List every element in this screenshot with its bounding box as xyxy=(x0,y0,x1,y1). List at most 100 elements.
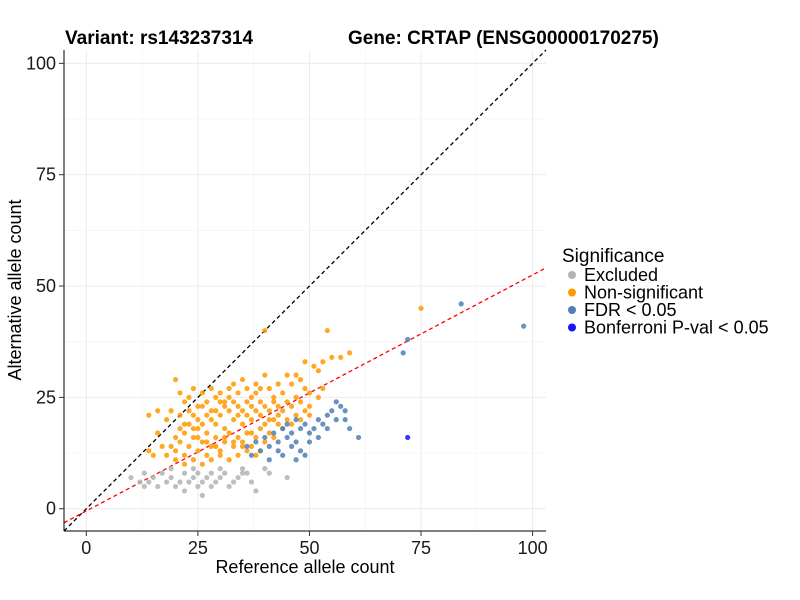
point-non-significant xyxy=(275,403,281,409)
point-fdr-0-05 xyxy=(315,417,321,423)
point-excluded xyxy=(155,483,161,490)
point-non-significant xyxy=(217,412,223,418)
point-non-significant xyxy=(172,448,179,454)
point-fdr-0-05 xyxy=(302,452,308,458)
point-non-significant xyxy=(311,363,317,369)
point-non-significant xyxy=(248,403,255,409)
point-non-significant xyxy=(271,434,277,441)
point-excluded xyxy=(284,474,290,481)
point-non-significant xyxy=(289,421,295,427)
point-excluded xyxy=(164,479,170,485)
point-non-significant xyxy=(253,381,259,387)
point-excluded xyxy=(262,466,268,472)
point-non-significant xyxy=(289,381,295,387)
point-non-significant xyxy=(230,439,237,445)
point-non-significant xyxy=(257,425,263,432)
point-non-significant xyxy=(222,425,228,432)
point-non-significant xyxy=(235,403,241,409)
point-non-significant xyxy=(226,385,232,392)
point-non-significant xyxy=(244,412,250,418)
point-non-significant xyxy=(204,399,210,405)
point-excluded xyxy=(172,483,179,490)
point-non-significant xyxy=(226,457,232,463)
point-excluded xyxy=(239,466,246,472)
point-non-significant xyxy=(306,412,313,418)
point-non-significant xyxy=(280,390,286,396)
point-non-significant xyxy=(266,408,272,414)
point-non-significant xyxy=(204,430,210,436)
point-non-significant xyxy=(177,390,183,396)
point-non-significant xyxy=(150,452,156,458)
axis-ticks: 0 25 50 75 100 0 25 50 75 100 xyxy=(26,53,548,558)
point-excluded xyxy=(244,470,250,476)
point-excluded xyxy=(190,474,197,481)
grid-lines xyxy=(64,50,546,531)
point-fdr-0-05 xyxy=(266,443,272,449)
point-excluded xyxy=(230,479,237,485)
point-non-significant xyxy=(280,408,286,414)
point-non-significant xyxy=(302,385,308,392)
point-non-significant xyxy=(257,385,263,392)
point-non-significant xyxy=(418,305,424,311)
point-non-significant xyxy=(146,412,152,418)
point-fdr-0-05 xyxy=(311,425,317,432)
point-non-significant xyxy=(181,461,188,467)
point-non-significant xyxy=(190,434,197,441)
point-non-significant xyxy=(177,439,183,445)
legend-key-bonferroni-p-val-0-05 xyxy=(568,323,576,332)
point-non-significant xyxy=(222,434,228,441)
point-non-significant xyxy=(199,390,205,396)
point-non-significant xyxy=(222,399,228,405)
point-fdr-0-05 xyxy=(347,425,353,432)
reference-lines xyxy=(63,49,547,532)
point-fdr-0-05 xyxy=(306,430,313,436)
point-non-significant xyxy=(266,430,272,436)
point-non-significant xyxy=(204,452,210,458)
point-fdr-0-05 xyxy=(355,434,362,441)
point-bonferroni-p-val-0-05 xyxy=(405,434,411,441)
point-non-significant xyxy=(186,443,192,449)
x-axis-label: Reference allele count xyxy=(215,557,394,577)
point-excluded xyxy=(190,466,197,472)
point-excluded xyxy=(248,479,255,485)
point-non-significant xyxy=(302,359,308,365)
point-non-significant xyxy=(213,434,219,441)
point-non-significant xyxy=(226,408,232,414)
point-non-significant xyxy=(190,412,197,418)
point-non-significant xyxy=(338,354,344,360)
point-non-significant xyxy=(320,359,326,365)
point-fdr-0-05 xyxy=(293,417,299,423)
point-excluded xyxy=(253,488,259,494)
point-non-significant xyxy=(284,399,290,405)
point-non-significant xyxy=(222,439,228,445)
point-non-significant xyxy=(186,421,192,427)
legend-key-excluded xyxy=(568,271,576,279)
point-non-significant xyxy=(172,376,179,383)
point-non-significant xyxy=(266,417,272,423)
point-excluded xyxy=(235,474,241,481)
point-excluded xyxy=(181,470,188,476)
point-fdr-0-05 xyxy=(320,421,326,427)
reference-line-identity xyxy=(63,49,547,532)
point-fdr-0-05 xyxy=(257,448,263,454)
point-fdr-0-05 xyxy=(324,412,330,418)
point-non-significant xyxy=(199,461,205,467)
point-non-significant xyxy=(239,439,246,445)
point-non-significant xyxy=(315,368,321,374)
legend-key-non-significant xyxy=(568,288,576,297)
point-excluded xyxy=(199,492,205,498)
y-tick-label: 50 xyxy=(36,276,56,296)
point-non-significant xyxy=(324,327,330,334)
point-non-significant xyxy=(239,421,246,427)
point-non-significant xyxy=(248,443,255,449)
axes xyxy=(63,50,546,532)
point-fdr-0-05 xyxy=(297,425,304,432)
point-non-significant xyxy=(208,417,214,423)
point-fdr-0-05 xyxy=(521,323,527,329)
point-non-significant xyxy=(253,408,259,414)
point-non-significant xyxy=(195,417,201,423)
point-non-significant xyxy=(257,399,263,405)
x-tick-label: 75 xyxy=(411,538,431,558)
point-non-significant xyxy=(284,417,290,423)
point-excluded xyxy=(213,479,219,485)
